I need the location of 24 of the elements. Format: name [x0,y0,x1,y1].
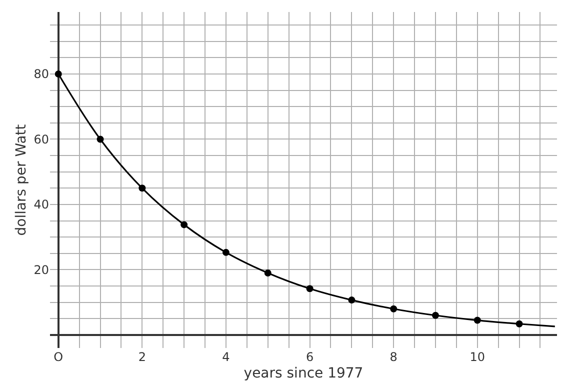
point [222,248,230,256]
y-tick-label: 80 [34,67,49,82]
x-tick-label: 6 [306,350,314,364]
y-tick-label: 60 [34,132,49,146]
x-tick-label: 10 [470,350,486,364]
x-tick-label: 4 [222,350,230,364]
x-tick-label: 2 [138,350,146,364]
point [390,305,398,312]
x-tick-label: 8 [390,350,398,364]
x-tick-label: O [54,350,64,364]
point [264,269,272,276]
point [474,316,481,324]
point [96,136,104,143]
point [516,320,523,328]
y-tick-label: 40 [34,198,49,212]
y-axis-title: dollars per Watt [13,124,30,236]
point [180,221,188,228]
point [432,312,439,319]
x-axis-title: years since 1977 [244,365,364,382]
y-tick-label: 20 [34,262,49,277]
point [138,184,146,192]
point [348,296,356,304]
point [54,70,62,78]
point [306,285,314,292]
